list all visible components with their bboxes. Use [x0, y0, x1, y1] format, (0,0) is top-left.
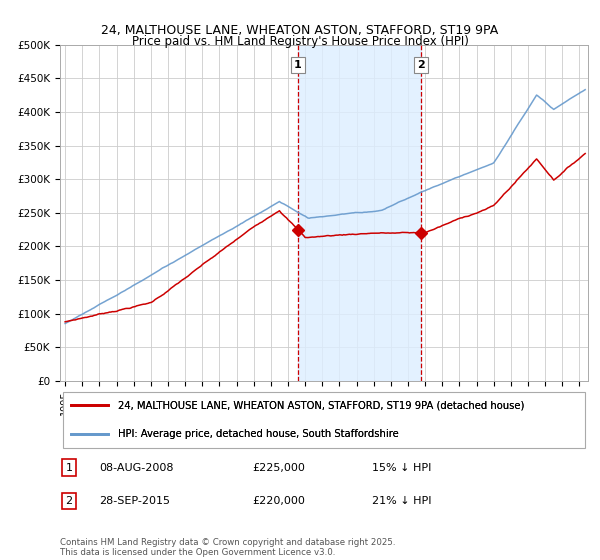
Text: £220,000: £220,000 — [252, 496, 305, 506]
Text: HPI: Average price, detached house, South Staffordshire: HPI: Average price, detached house, Sout… — [118, 429, 399, 439]
Text: 2: 2 — [65, 496, 73, 506]
Text: Contains HM Land Registry data © Crown copyright and database right 2025.
This d: Contains HM Land Registry data © Crown c… — [60, 538, 395, 557]
Text: 15% ↓ HPI: 15% ↓ HPI — [372, 463, 431, 473]
Text: HPI: Average price, detached house, South Staffordshire: HPI: Average price, detached house, Sout… — [118, 429, 399, 439]
Text: Price paid vs. HM Land Registry's House Price Index (HPI): Price paid vs. HM Land Registry's House … — [131, 35, 469, 49]
Text: 1: 1 — [294, 60, 302, 70]
Text: 08-AUG-2008: 08-AUG-2008 — [99, 463, 173, 473]
FancyBboxPatch shape — [62, 392, 586, 448]
Text: 24, MALTHOUSE LANE, WHEATON ASTON, STAFFORD, ST19 9PA (detached house): 24, MALTHOUSE LANE, WHEATON ASTON, STAFF… — [118, 400, 524, 410]
Text: 21% ↓ HPI: 21% ↓ HPI — [372, 496, 431, 506]
Bar — [298, 45, 421, 381]
Text: 28-SEP-2015: 28-SEP-2015 — [99, 496, 170, 506]
Text: 1: 1 — [65, 463, 73, 473]
Text: 24, MALTHOUSE LANE, WHEATON ASTON, STAFFORD, ST19 9PA (detached house): 24, MALTHOUSE LANE, WHEATON ASTON, STAFF… — [118, 400, 524, 410]
Text: 24, MALTHOUSE LANE, WHEATON ASTON, STAFFORD, ST19 9PA: 24, MALTHOUSE LANE, WHEATON ASTON, STAFF… — [101, 24, 499, 38]
Text: £225,000: £225,000 — [252, 463, 305, 473]
Text: 2: 2 — [417, 60, 425, 70]
